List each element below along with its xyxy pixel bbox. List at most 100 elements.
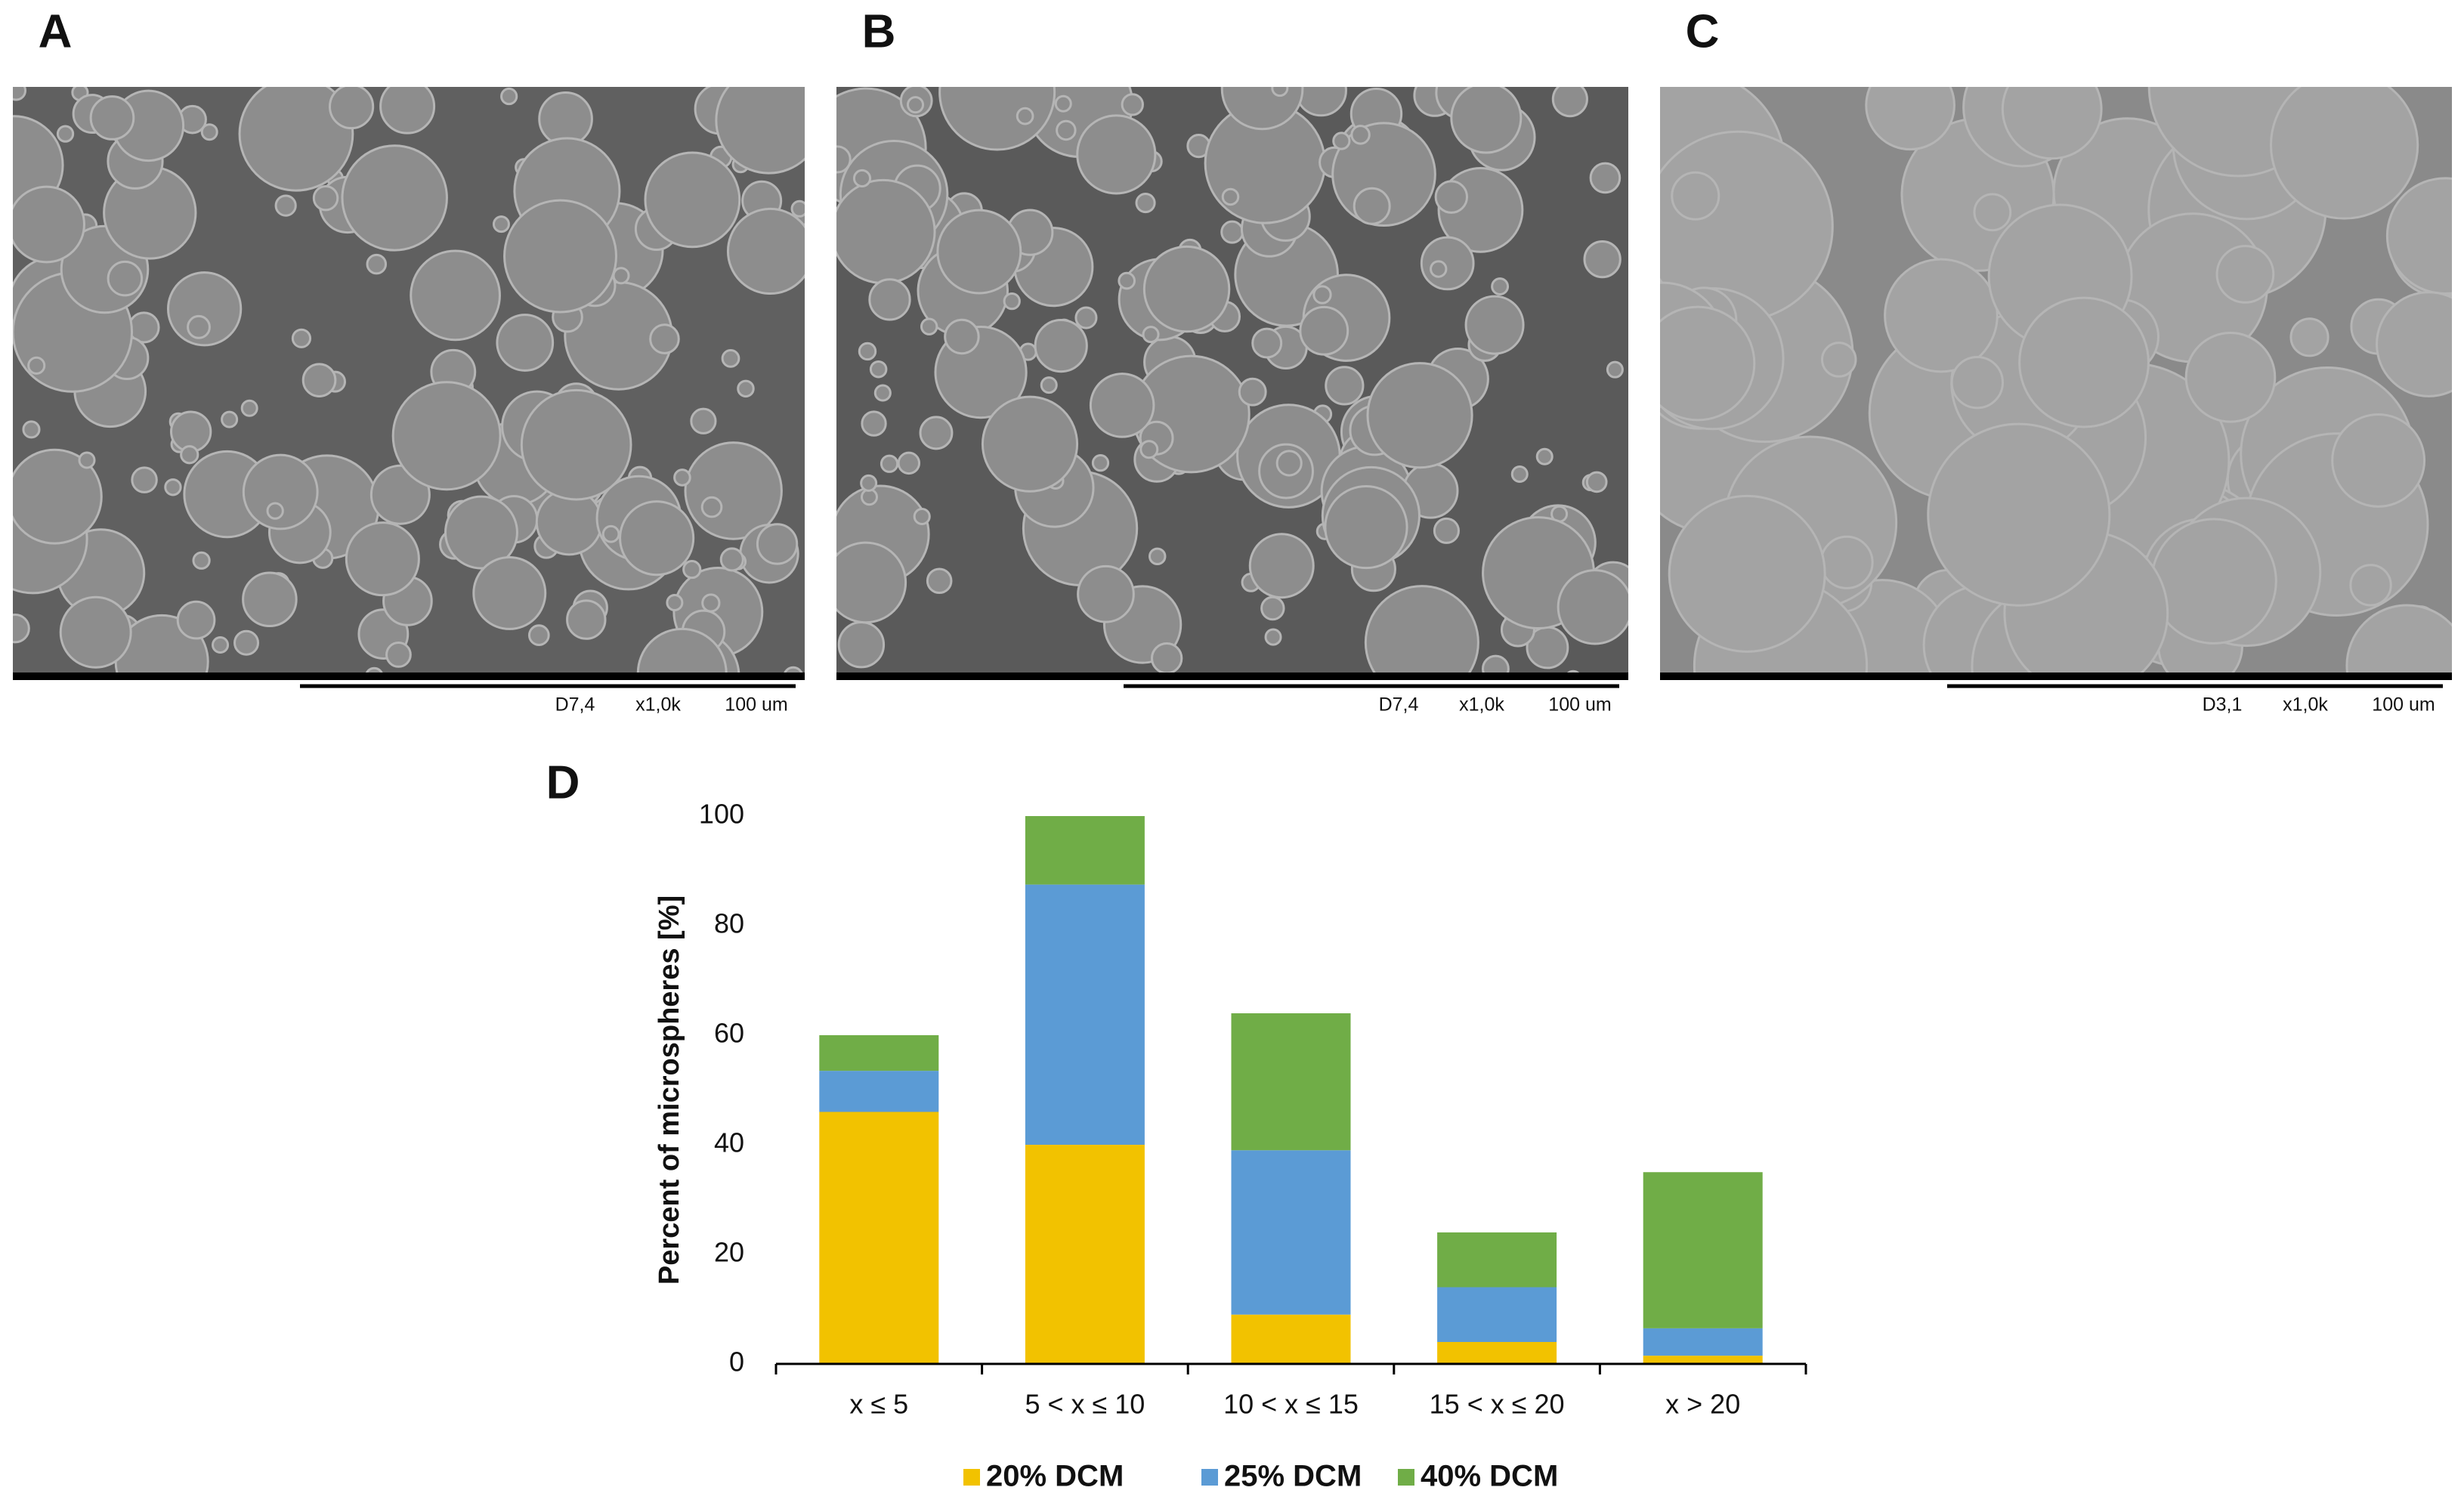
scale-info: 100 um <box>2372 694 2435 716</box>
sem-image <box>13 87 805 680</box>
particle <box>366 253 388 275</box>
sem-image <box>1660 87 2452 680</box>
particle <box>1034 319 1088 373</box>
particle <box>301 363 337 397</box>
particle <box>756 523 799 565</box>
particle <box>242 453 319 530</box>
particle <box>1251 327 1283 359</box>
particle <box>1430 260 1448 278</box>
particle <box>166 271 243 347</box>
particle <box>619 500 695 577</box>
particle <box>936 209 1022 295</box>
particle <box>926 567 953 595</box>
particle <box>1118 271 1136 290</box>
particle <box>1040 376 1058 394</box>
particle <box>1332 131 1351 150</box>
particle <box>212 635 230 654</box>
legend-swatch <box>1398 1469 1414 1486</box>
particle <box>385 642 412 668</box>
particle <box>1510 465 1529 483</box>
particle <box>852 169 872 188</box>
particle <box>1089 373 1155 438</box>
particle <box>836 178 936 285</box>
particle <box>2270 87 2419 220</box>
particle <box>860 474 878 492</box>
panel-label: C <box>1686 5 1720 57</box>
particle <box>1535 447 1554 465</box>
particle <box>13 87 27 101</box>
particle <box>644 151 741 249</box>
particle <box>913 507 931 526</box>
bar-segment <box>819 1035 939 1071</box>
legend-label: 25% DCM <box>1224 1460 1362 1493</box>
particle <box>2376 291 2452 397</box>
bar-segment <box>1231 1150 1351 1315</box>
particle <box>1325 366 1365 406</box>
particle <box>715 87 805 175</box>
y-tick-label: 80 <box>714 908 744 939</box>
particle <box>1557 569 1628 645</box>
legend-label: 40% DCM <box>1421 1460 1558 1493</box>
panel-label: D <box>546 756 580 809</box>
particle <box>1660 305 1756 422</box>
info-bar <box>13 673 805 680</box>
panel-label: A <box>39 5 73 57</box>
bar-segment <box>1231 1314 1351 1364</box>
particle <box>858 342 877 361</box>
particle <box>1324 484 1408 570</box>
particle <box>1142 245 1231 333</box>
particle <box>1139 440 1159 459</box>
particle <box>274 194 297 217</box>
scale-info: 100 um <box>725 694 787 716</box>
particle <box>345 521 420 597</box>
particle <box>1220 220 1244 244</box>
particle <box>107 260 144 297</box>
particle <box>1353 187 1391 225</box>
particle <box>131 466 158 493</box>
bar-segment <box>1643 1328 1763 1356</box>
particle <box>1364 585 1479 680</box>
particle <box>472 555 547 630</box>
y-tick-label: 20 <box>714 1237 744 1268</box>
particle <box>1366 362 1473 469</box>
particle <box>164 478 182 496</box>
particle <box>2345 604 2452 680</box>
particle <box>200 123 218 141</box>
sem-image <box>836 87 1628 680</box>
particle <box>1606 360 1624 379</box>
particle <box>701 593 721 613</box>
x-tick-label: x ≤ 5 <box>849 1389 908 1420</box>
particle <box>1312 285 1332 305</box>
particle <box>868 278 911 321</box>
particle <box>240 399 258 417</box>
scale-info: D3,1 <box>2203 694 2243 716</box>
particle <box>1551 87 1588 118</box>
particle <box>13 185 85 264</box>
particle <box>673 468 691 487</box>
particle <box>78 451 96 469</box>
particle <box>1076 114 1157 195</box>
bar-segment <box>1437 1342 1557 1364</box>
particle <box>520 388 632 501</box>
scale-info: 100 um <box>1548 694 1611 716</box>
particle <box>500 87 518 106</box>
particle <box>266 502 284 520</box>
particle <box>492 215 510 233</box>
scale-info: D7,4 <box>555 694 595 716</box>
particle <box>666 594 684 612</box>
particle <box>187 314 211 339</box>
particle <box>1142 326 1160 344</box>
particle <box>233 629 260 656</box>
y-tick-label: 60 <box>714 1018 744 1049</box>
bar-segment <box>1643 1356 1763 1364</box>
particle <box>721 349 740 368</box>
particle <box>238 87 354 192</box>
particle <box>1589 162 1622 194</box>
particle <box>379 87 436 135</box>
particle <box>1671 171 1720 221</box>
particle <box>291 328 312 348</box>
particle <box>690 407 717 434</box>
particle <box>1260 595 1285 621</box>
bar-segment <box>1025 816 1145 885</box>
particle <box>2018 296 2150 428</box>
